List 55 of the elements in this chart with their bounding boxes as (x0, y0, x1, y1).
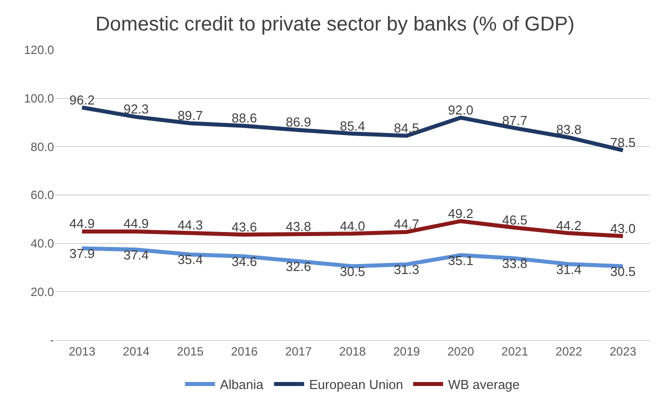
data-label: 37.9 (69, 246, 95, 262)
y-tick-label: - (50, 333, 54, 348)
x-tick-label: 2016 (230, 344, 258, 358)
data-label: 44.2 (556, 218, 582, 233)
x-tick-label: 2021 (501, 344, 528, 358)
data-label: 44.0 (340, 218, 366, 234)
data-label: 85.4 (340, 118, 366, 134)
data-label: 92.0 (448, 102, 474, 118)
x-tick-label: 2014 (122, 344, 150, 358)
data-label: 35.4 (178, 252, 203, 268)
data-label: 37.4 (123, 247, 149, 262)
data-label: 44.9 (69, 216, 95, 232)
data-label: 43.8 (286, 218, 312, 234)
y-tick-label: 100.0 (24, 92, 54, 106)
data-label: 30.5 (340, 264, 366, 280)
x-tick-label: 2013 (68, 344, 96, 358)
data-label: 84.5 (394, 120, 420, 136)
legend-label: Albania (220, 377, 264, 392)
x-tick-label: 2023 (610, 344, 637, 358)
data-label: 87.7 (502, 112, 528, 128)
data-label: 44.3 (178, 218, 203, 233)
data-label: 89.7 (178, 108, 203, 123)
data-label: 92.3 (123, 102, 149, 117)
data-label: 44.9 (123, 216, 149, 232)
data-label: 43.6 (232, 219, 257, 234)
data-label: 35.1 (448, 252, 474, 268)
data-label: 33.8 (502, 256, 528, 272)
data-label: 83.8 (556, 122, 582, 138)
data-label: 30.5 (610, 264, 636, 280)
data-label: 46.5 (502, 212, 528, 228)
y-tick-label: 120.0 (24, 43, 54, 58)
data-label: 44.7 (394, 216, 420, 232)
data-label: 32.6 (286, 258, 312, 274)
data-label: 43.0 (610, 220, 636, 236)
y-tick-label: 80.0 (30, 140, 54, 154)
chart-title: Domestic credit to private sector by banks (% of GDP) (95, 13, 575, 36)
legend-label: WB average (448, 377, 520, 392)
y-tick-label: 40.0 (30, 236, 54, 251)
data-label: 34.6 (232, 254, 257, 270)
data-label: 31.3 (394, 262, 420, 278)
data-label: 88.6 (232, 110, 257, 126)
data-label: 86.9 (286, 114, 312, 130)
x-tick-label: 2020 (447, 344, 474, 358)
data-label: 31.4 (556, 262, 582, 277)
x-tick-label: 2019 (393, 344, 420, 358)
y-tick-label: 60.0 (30, 188, 54, 202)
x-tick-label: 2015 (176, 344, 204, 358)
data-label: 49.2 (448, 206, 474, 221)
y-tick-label: 20.0 (30, 284, 54, 299)
legend-label: European Union (309, 377, 404, 392)
data-label: 78.5 (610, 135, 636, 150)
x-tick-label: 2022 (556, 344, 583, 358)
data-label: 96.2 (69, 92, 95, 108)
x-tick-label: 2017 (285, 344, 312, 358)
x-tick-label: 2018 (339, 344, 366, 358)
